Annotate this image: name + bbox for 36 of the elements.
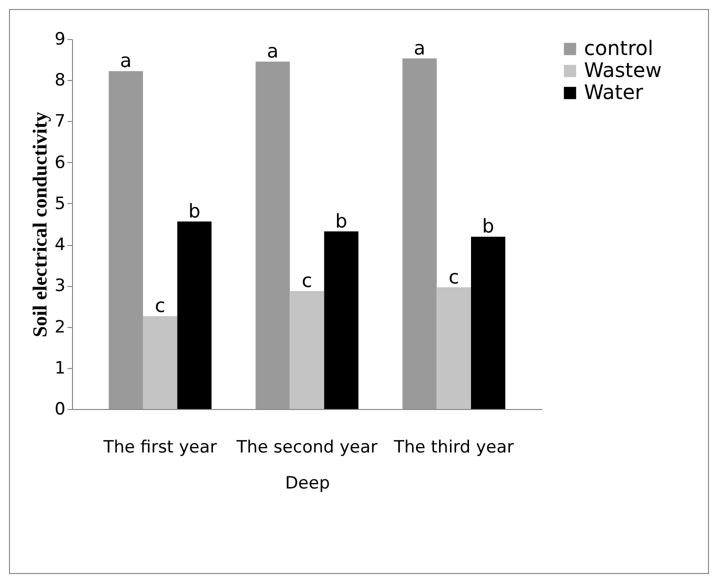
y-tick-label: 3: [54, 276, 66, 296]
bar: [290, 291, 324, 409]
data-label: a: [266, 40, 279, 63]
bar: [142, 316, 178, 409]
y-tick-label: 5: [54, 194, 66, 214]
y-axis-title: Soil electrical conductivity: [30, 112, 52, 338]
data-label: c: [302, 270, 312, 292]
bar: [108, 71, 143, 409]
bar: [324, 231, 358, 409]
data-label: b: [188, 200, 200, 223]
y-tick-label: 9: [54, 30, 66, 50]
bar: [256, 62, 290, 409]
y-tick-label: 7: [54, 112, 66, 132]
bar: [436, 287, 472, 409]
data-label: a: [414, 37, 426, 60]
y-tick-label: 8: [54, 70, 66, 91]
data-label: c: [154, 295, 166, 318]
bar: [402, 58, 437, 409]
x-tick-label: The first year: [102, 438, 217, 458]
data-label: b: [482, 216, 494, 238]
data-label: a: [120, 50, 132, 72]
data-label: b: [335, 210, 348, 232]
legend-label: control: [584, 36, 654, 60]
bar: [177, 222, 212, 409]
x-axis-title: Deep: [285, 474, 330, 494]
legend-label: Water: [584, 80, 644, 104]
x-tick-label: The third year: [392, 438, 514, 458]
y-tick-label: 1: [54, 358, 66, 378]
y-tick-label: 0: [54, 400, 66, 420]
y-tick-label: 4: [54, 235, 66, 256]
x-tick-label: The second year: [236, 438, 378, 458]
y-tick-label: 6: [54, 152, 66, 173]
legend-label: Wastew: [584, 58, 662, 82]
data-label: c: [448, 266, 460, 288]
y-tick-label: 2: [54, 317, 66, 338]
bar: [471, 236, 506, 409]
